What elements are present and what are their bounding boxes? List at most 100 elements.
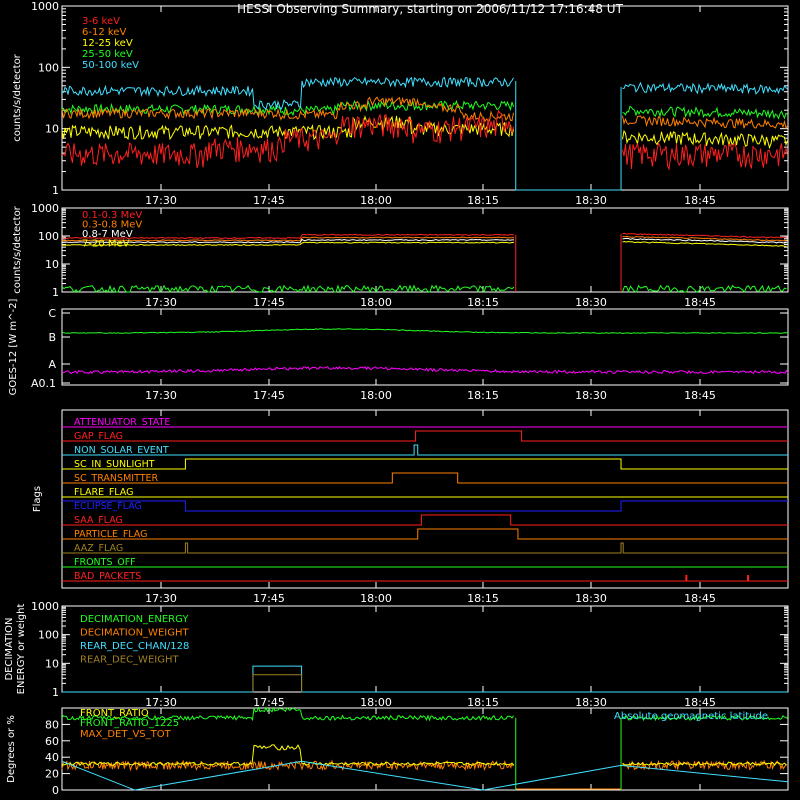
flag-line [62, 514, 788, 526]
y-axis-label: counts/s/detector [12, 53, 23, 141]
x-tick-label: 18:00 [360, 696, 392, 709]
flag-label: NON_SOLAR_EVENT [74, 445, 169, 456]
flag-line [62, 458, 788, 470]
legend-entry: FRONT_RATIO_1225 [80, 718, 179, 729]
x-tick-label: 17:45 [253, 296, 285, 309]
x-tick-label: 18:15 [467, 696, 499, 709]
flags-group: ATTENUATOR_STATE GAP_FLAG NON_SOLAR_EVENT S… [62, 417, 788, 582]
goes-long-line [61, 328, 788, 334]
x-tick-label: 17:30 [145, 592, 177, 605]
flag-label: ATTENUATOR_STATE [74, 417, 170, 428]
y-axis-label: counts/s/detector [12, 205, 23, 293]
x-tick-label: 18:30 [575, 296, 607, 309]
series-line [61, 284, 787, 294]
x-tick-label: 17:30 [145, 389, 177, 402]
flag-label: SAA_FLAG [74, 515, 123, 526]
panel-frame [61, 207, 789, 293]
decimation-rear-weight-line [252, 674, 303, 692]
x-tick-label: 18:30 [575, 389, 607, 402]
x-tick-label: 18:00 [360, 389, 392, 402]
x-tick-label: 18:00 [360, 194, 392, 207]
x-tick-label: 18:00 [360, 296, 392, 309]
legend-entry: DECIMATION_WEIGHT [80, 628, 189, 639]
y-tick-label: A0.1 [31, 377, 56, 390]
x-tick-label: 18:15 [467, 592, 499, 605]
flag-label: GAP_FLAG [74, 431, 123, 442]
goes-short-line [61, 365, 789, 375]
panel-frame [61, 409, 789, 589]
flag-line [62, 472, 788, 484]
x-tick-label: 17:30 [145, 194, 177, 207]
x-tick-label: 17:45 [253, 194, 285, 207]
legend-entry: 6-12 keV [82, 27, 126, 38]
y-tick-label: 0 [52, 784, 59, 797]
panel-frame [61, 5, 789, 191]
flag-line [62, 528, 788, 540]
legend-entry: REAR_DEC_WEIGHT [80, 655, 179, 666]
legend-entry: Absolute geomagnetic latitude [614, 711, 768, 722]
legend-entry: DECIMATION_ENERGY [80, 614, 189, 625]
flag-line [62, 430, 788, 442]
y-tick-label: 1 [52, 184, 59, 197]
legend-entry: 25-50 keV [82, 49, 133, 60]
legend-entry: 0.1-0.3 MeV [82, 210, 142, 221]
y-tick-label: 1000 [31, 600, 59, 613]
legend-entry: 0.3-0.8 MeV [82, 220, 142, 231]
y-tick-label: C [48, 307, 56, 320]
series-line-gap [515, 80, 622, 191]
panel2-series-group [61, 232, 787, 294]
flag-line [62, 500, 788, 512]
x-tick-label: 18:00 [360, 592, 392, 605]
legend-entry: 12-25 keV [82, 38, 133, 49]
y-tick-label: 40 [45, 751, 59, 764]
series-line [61, 109, 788, 171]
panel-frame [61, 707, 789, 791]
x-tick-label: 18:45 [684, 389, 716, 402]
legend-entry: 0.8-7 MeV [82, 229, 133, 240]
flag-label: PARTICLE_FLAG [74, 529, 147, 540]
x-tick-label: 17:45 [253, 696, 285, 709]
x-tick-label: 18:45 [684, 592, 716, 605]
x-tick-label: 17:30 [145, 296, 177, 309]
flag-line [62, 542, 788, 554]
y-tick-label: 1000 [31, 202, 59, 215]
y-tick-label: 20 [45, 768, 59, 781]
legend-entry: FRONT_RATIO [80, 708, 149, 719]
x-tick-label: 18:45 [684, 696, 716, 709]
series-line [61, 96, 788, 130]
legend-entry: 7-20 MeV [82, 239, 130, 250]
chart-title: HESSI Observing Summary, starting on 200… [237, 2, 623, 16]
y-axis-label: Flags [32, 486, 43, 512]
legend-entry: MAX_DET_VS_TOT [80, 729, 172, 740]
y-axis-label: Degrees or % [6, 715, 17, 783]
series-line [61, 232, 787, 240]
y-tick-label: 100 [38, 61, 59, 74]
decimation-rear-chan-line [62, 665, 788, 693]
x-tick-label: 17:45 [253, 592, 285, 605]
panel1-series-group [61, 76, 788, 171]
y-tick-label: A [48, 358, 56, 371]
y-tick-label: B [48, 331, 56, 344]
series-line [61, 240, 787, 247]
panel-frame [61, 308, 789, 386]
y-tick-label: 1 [52, 286, 59, 299]
geomagnetic-latitude-line [61, 760, 789, 791]
front-ratio-1225-line [61, 706, 788, 722]
x-tick-label: 18:30 [575, 194, 607, 207]
flag-label: FRONTS_OFF [74, 557, 136, 568]
x-tick-label: 18:15 [467, 389, 499, 402]
series-line [61, 76, 788, 111]
y-axis-label: GOES-12 [W m^-2] [8, 299, 19, 396]
legend-entry: 50-100 keV [82, 60, 139, 71]
x-tick-label: 18:15 [467, 194, 499, 207]
y-axis-label: DECIMATION [4, 617, 15, 680]
y-tick-label: 80 [45, 718, 59, 731]
x-tick-label: 18:45 [684, 194, 716, 207]
legend-entry: REAR_DEC_CHAN/128 [80, 641, 189, 652]
x-tick-label: 17:30 [145, 696, 177, 709]
y-tick-label: 1 [52, 686, 59, 699]
flag-label: AAZ_FLAG [74, 543, 123, 554]
y-tick-label: 10 [45, 258, 59, 271]
y-tick-label: 100 [38, 629, 59, 642]
